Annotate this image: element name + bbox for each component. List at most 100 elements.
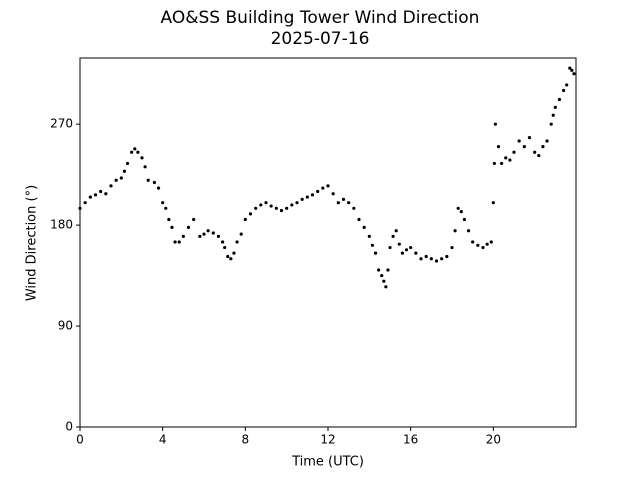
data-point	[453, 229, 457, 233]
data-point	[362, 225, 366, 229]
data-point	[136, 150, 140, 154]
data-point	[409, 245, 413, 250]
data-point	[146, 178, 150, 182]
data-point	[414, 251, 418, 255]
data-point	[557, 97, 562, 102]
data-point	[264, 201, 268, 205]
data-point	[321, 186, 325, 190]
data-point	[326, 184, 330, 188]
data-point	[143, 165, 147, 169]
data-point	[223, 245, 227, 250]
data-point	[235, 240, 239, 244]
data-point	[295, 201, 299, 205]
data-point	[161, 201, 165, 205]
data-point	[83, 201, 87, 205]
data-point	[512, 150, 516, 154]
data-point	[347, 201, 351, 205]
x-tick-label: 0	[76, 433, 84, 447]
data-point	[388, 245, 392, 250]
chart-title: AO&SS Building Tower Wind Direction	[161, 8, 480, 28]
data-point	[419, 257, 423, 261]
data-point	[290, 203, 294, 207]
data-point	[156, 186, 161, 190]
data-point	[78, 206, 82, 210]
data-point	[553, 105, 557, 109]
data-point	[152, 180, 156, 185]
y-tick-label: 90	[58, 319, 73, 333]
data-point	[93, 193, 98, 197]
data-point	[481, 245, 485, 250]
data-point	[269, 204, 273, 208]
data-point	[382, 279, 386, 283]
data-point	[500, 161, 504, 166]
data-point	[259, 203, 263, 207]
y-axis-label: Wind Direction (°)	[25, 185, 40, 301]
data-point	[466, 229, 471, 233]
data-point	[88, 195, 92, 199]
data-point	[541, 145, 545, 149]
data-point	[352, 206, 356, 210]
data-point	[459, 210, 463, 214]
data-point	[357, 217, 361, 222]
data-point	[177, 240, 181, 244]
data-point	[370, 243, 375, 247]
data-point	[216, 234, 221, 238]
data-point	[164, 206, 168, 210]
x-tick-label: 4	[159, 433, 167, 447]
data-point	[504, 156, 508, 160]
data-point	[440, 257, 444, 261]
plot-frame	[79, 57, 577, 428]
data-point	[336, 201, 340, 205]
data-point	[331, 192, 335, 196]
data-point	[551, 113, 555, 117]
data-point	[456, 206, 460, 210]
data-point	[489, 240, 493, 244]
data-point	[485, 242, 489, 246]
data-point	[527, 136, 532, 140]
data-point	[384, 285, 388, 289]
data-point	[243, 217, 247, 222]
data-point	[202, 232, 206, 236]
data-point	[119, 176, 123, 180]
data-point	[424, 254, 428, 259]
data-point	[181, 234, 185, 238]
data-point	[192, 217, 196, 222]
x-tick-label: 16	[403, 433, 418, 447]
data-point	[562, 88, 566, 93]
data-point	[114, 178, 118, 182]
data-point	[537, 153, 541, 158]
data-point	[109, 184, 113, 188]
data-point	[229, 257, 233, 261]
data-point	[517, 139, 521, 143]
data-point	[239, 232, 243, 236]
data-point	[226, 254, 230, 259]
data-point	[493, 122, 497, 126]
data-point	[104, 192, 108, 196]
data-point	[279, 208, 284, 213]
data-point	[130, 150, 134, 154]
data-point	[232, 251, 236, 255]
data-point	[462, 217, 466, 222]
data-point	[198, 234, 202, 238]
data-point	[133, 147, 137, 151]
data-point	[429, 257, 433, 261]
data-point	[471, 240, 475, 244]
data-point	[310, 193, 315, 197]
data-point	[570, 68, 574, 72]
data-point	[122, 169, 127, 173]
data-point	[434, 259, 439, 263]
data-point	[367, 234, 371, 238]
data-point	[496, 145, 501, 149]
data-point	[341, 197, 346, 201]
data-point	[140, 156, 144, 160]
data-point	[170, 225, 174, 229]
data-point	[305, 195, 309, 199]
y-tick-label: 180	[50, 218, 73, 232]
chart-subtitle: 2025-07-16	[271, 29, 370, 49]
data-point	[316, 189, 320, 194]
data-point	[568, 66, 572, 70]
data-point	[476, 243, 480, 247]
data-point	[274, 206, 278, 210]
